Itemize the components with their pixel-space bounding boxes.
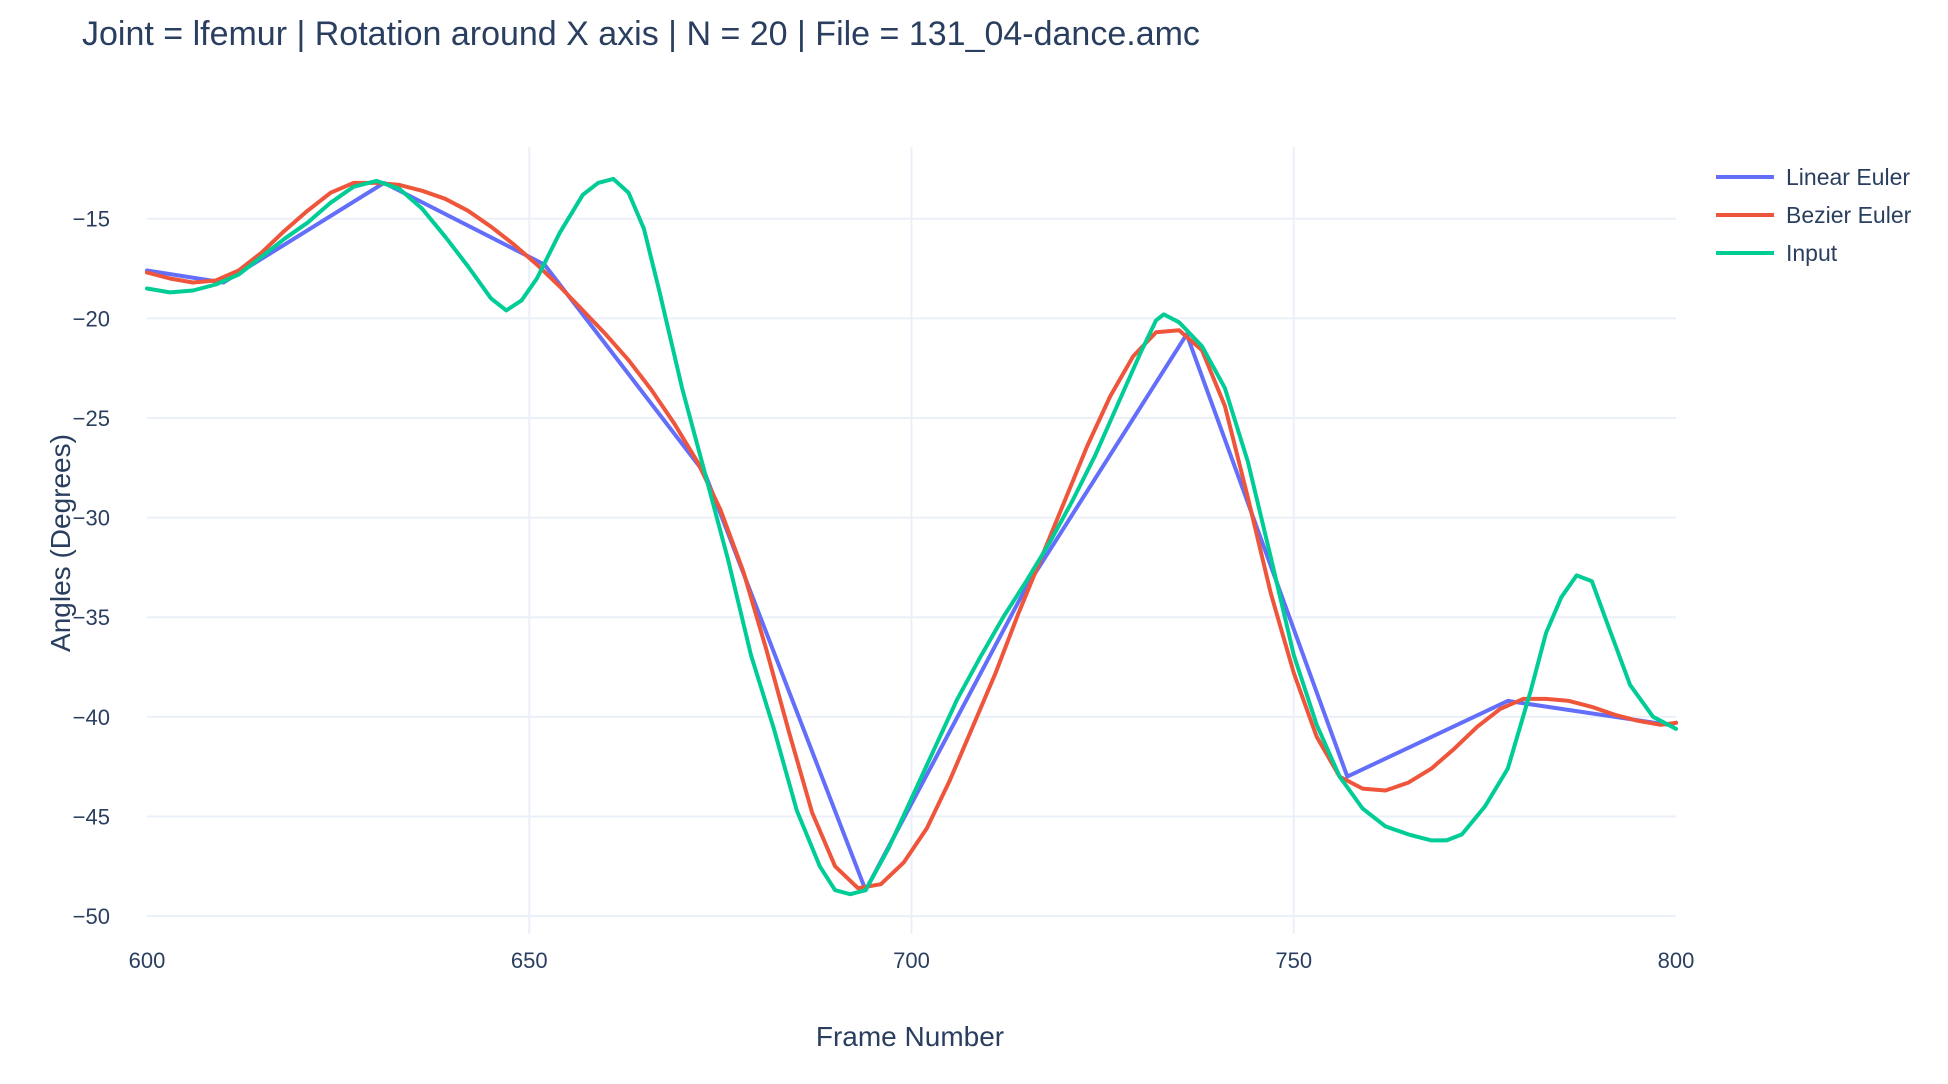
y-tick-label: −25 [73, 406, 110, 431]
legend: Linear Euler Bezier Euler Input [1716, 164, 1912, 266]
series-line-input [145, 176, 1678, 897]
chart-title: Joint = lfemur | Rotation around X axis … [82, 15, 1200, 53]
y-axis-label: Angles (Degrees) [45, 434, 76, 652]
legend-label-linear-euler: Linear Euler [1786, 164, 1910, 190]
x-tick-label: 800 [1658, 948, 1695, 973]
legend-label-bezier-euler: Bezier Euler [1786, 202, 1912, 228]
x-tick-label: 650 [511, 948, 548, 973]
x-tick-label: 600 [129, 948, 166, 973]
y-tick-label: −15 [73, 207, 110, 232]
y-tick-label: −20 [73, 306, 110, 331]
y-tick-label: −40 [73, 705, 110, 730]
y-tick-label: −45 [73, 804, 110, 829]
series-layer [145, 176, 1678, 897]
x-tick-labels: 600 650 700 750 800 [129, 948, 1695, 973]
y-tick-labels: −15 −20 −25 −30 −35 −40 −45 −50 [73, 207, 110, 929]
y-tick-label: −50 [73, 904, 110, 929]
y-tick-label: −35 [73, 605, 110, 630]
series-line-linear-euler [145, 180, 1678, 893]
series-line-bezier-euler [145, 180, 1678, 891]
legend-label-input: Input [1786, 240, 1838, 266]
x-axis-label: Frame Number [816, 1021, 1004, 1052]
x-tick-label: 700 [893, 948, 930, 973]
x-tick-label: 750 [1275, 948, 1312, 973]
y-tick-label: −30 [73, 506, 110, 531]
